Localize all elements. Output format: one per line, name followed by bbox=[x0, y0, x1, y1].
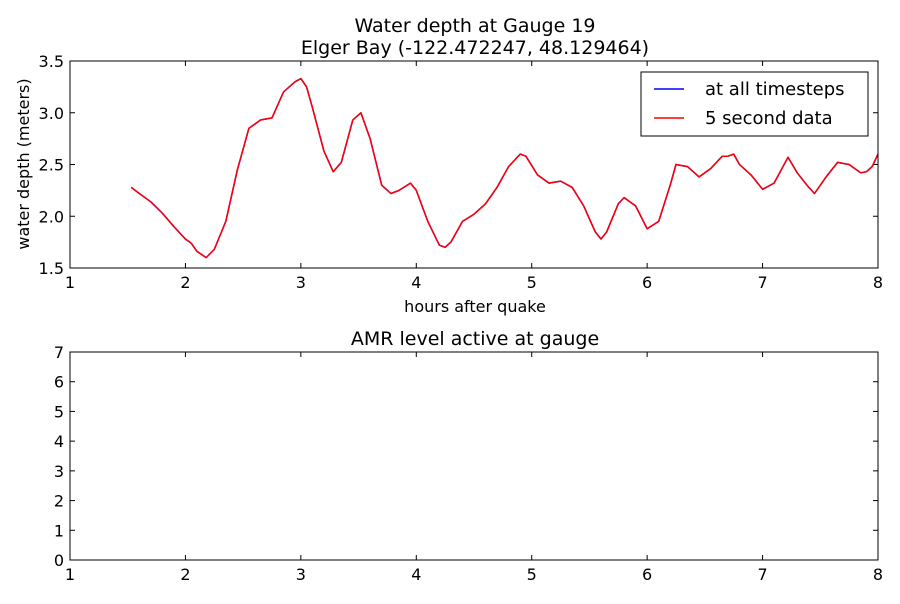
x-tick-label: 1 bbox=[65, 273, 75, 292]
chart-subtitle: Elger Bay (-122.472247, 48.129464) bbox=[301, 37, 649, 59]
x-tick-label: 7 bbox=[757, 565, 767, 584]
y-tick-label: 5 bbox=[54, 402, 64, 421]
y-tick-label: 1 bbox=[54, 521, 64, 540]
depth-plot-area: 1 2 3 4 5 6 7 8 1.5 2.0 2.5 3.0 3.5 bbox=[39, 52, 884, 292]
y-tick-label: 2.5 bbox=[39, 156, 64, 175]
x-axis-label: hours after quake bbox=[404, 297, 546, 316]
legend: at all timesteps 5 second data bbox=[640, 71, 869, 137]
x-tick-label: 8 bbox=[873, 565, 883, 584]
y-axis-label: water depth (meters) bbox=[14, 78, 33, 249]
legend-box bbox=[640, 71, 869, 137]
y-tick-label: 2.0 bbox=[39, 207, 64, 226]
y-tick-label: 3.0 bbox=[39, 104, 64, 123]
y-tick-label: 3.5 bbox=[39, 52, 64, 71]
x-tick-label: 4 bbox=[411, 273, 421, 292]
x-tick-label: 5 bbox=[527, 273, 537, 292]
y-tick-label: 3 bbox=[54, 462, 64, 481]
y-tick-label: 4 bbox=[54, 432, 64, 451]
x-tick-label: 6 bbox=[642, 273, 652, 292]
legend-label-1: 5 second data bbox=[705, 108, 833, 129]
axes-frame bbox=[69, 351, 879, 561]
chart-title: Water depth at Gauge 19 bbox=[354, 15, 595, 37]
axes-frame bbox=[69, 60, 879, 269]
amr-chart-title: AMR level active at gauge bbox=[351, 328, 599, 350]
x-tick-label: 1 bbox=[65, 565, 75, 584]
x-tick-label: 2 bbox=[180, 565, 190, 584]
y-tick-label: 6 bbox=[54, 373, 64, 392]
x-tick-label: 7 bbox=[757, 273, 767, 292]
x-tick-label: 8 bbox=[873, 273, 883, 292]
x-tick-label: 2 bbox=[180, 273, 190, 292]
x-tick-label: 3 bbox=[296, 273, 306, 292]
y-tick-label: 1.5 bbox=[39, 259, 64, 278]
x-tick-label: 3 bbox=[296, 565, 306, 584]
y-tick-label: 7 bbox=[54, 343, 64, 362]
legend-label-0: at all timesteps bbox=[705, 79, 845, 100]
series-line-1 bbox=[130, 77, 879, 259]
y-tick-label: 0 bbox=[54, 551, 64, 570]
x-tick-label: 6 bbox=[642, 565, 652, 584]
x-tick-label: 5 bbox=[527, 565, 537, 584]
x-tick-label: 4 bbox=[411, 565, 421, 584]
y-tick-label: 2 bbox=[54, 492, 64, 511]
